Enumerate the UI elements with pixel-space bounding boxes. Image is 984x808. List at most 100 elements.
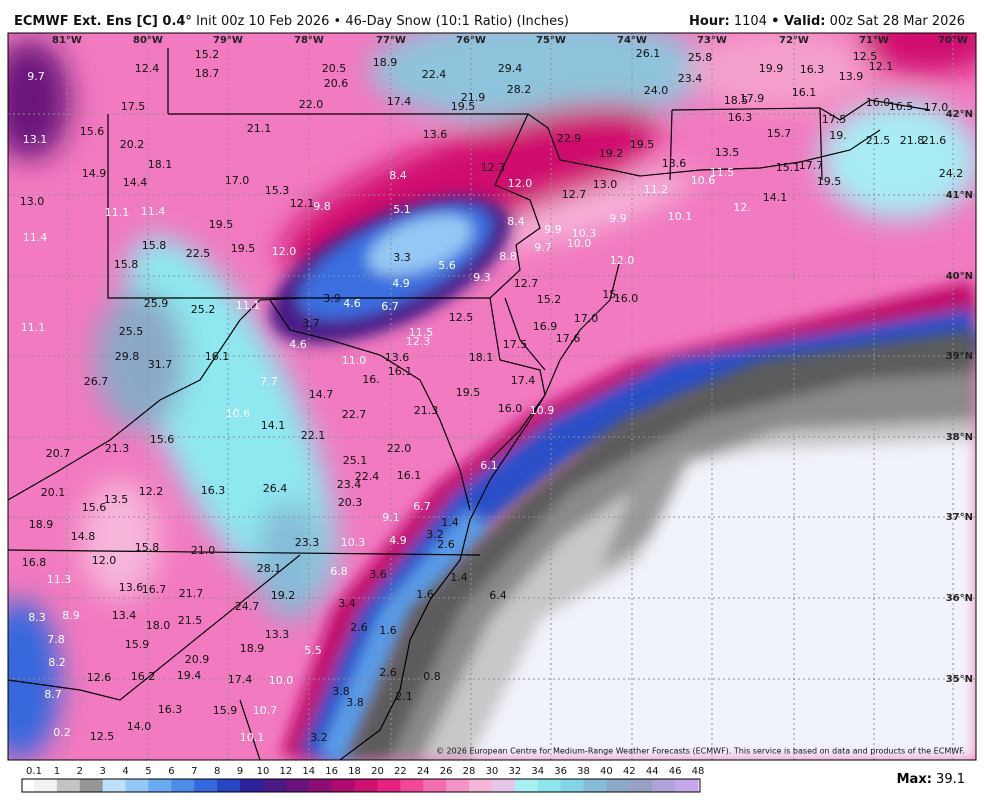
snow-total-label: 17.4 bbox=[228, 673, 253, 686]
snow-total-label: 9.7 bbox=[27, 70, 45, 83]
colorbar-tick-label: 30 bbox=[486, 766, 499, 777]
snow-total-label: 17.5 bbox=[822, 113, 847, 126]
info: Init 00z 10 Feb 2026 • 46-Day Snow (10:1… bbox=[196, 14, 569, 29]
max-value: 39.1 bbox=[936, 772, 965, 787]
latitude-label: 39°N bbox=[946, 351, 973, 362]
longitude-label: 80°W bbox=[133, 35, 163, 46]
colorbar-tick-label: 24 bbox=[417, 766, 430, 777]
snow-total-label: 20.7 bbox=[46, 447, 71, 460]
snow-total-label: 29.4 bbox=[498, 62, 523, 75]
snow-total-label: 14.9 bbox=[82, 167, 107, 180]
borders bbox=[8, 48, 931, 760]
snow-total-label: 12.5 bbox=[449, 311, 474, 324]
snow-total-label: 21.1 bbox=[247, 122, 272, 135]
latitude-label: 42°N bbox=[946, 109, 973, 120]
colorbar-tick-label: 16 bbox=[325, 766, 338, 777]
color-bin bbox=[148, 779, 172, 792]
snow-total-label: 10.3 bbox=[572, 227, 597, 240]
map bbox=[8, 33, 976, 760]
latitude-label: 37°N bbox=[946, 512, 973, 523]
colorbar-tick-label: 48 bbox=[692, 766, 705, 777]
color-bin bbox=[240, 779, 264, 792]
colorbar-tick-label: 18 bbox=[348, 766, 361, 777]
snow-total-label: 4.6 bbox=[343, 297, 361, 310]
colorbar-tick-label: 36 bbox=[554, 766, 567, 777]
snow-total-label: 12.1 bbox=[869, 60, 894, 73]
snow-total-label: 11.5 bbox=[710, 166, 735, 179]
snow-total-label: 12.0 bbox=[272, 245, 297, 258]
snow-total-label: 11.2 bbox=[644, 183, 669, 196]
snow-total-label: 16.1 bbox=[205, 350, 230, 363]
color-bin bbox=[308, 779, 333, 792]
color-bin bbox=[262, 779, 287, 792]
snow-total-label: 8.9 bbox=[62, 609, 80, 622]
color-bin bbox=[446, 779, 470, 792]
snow-total-label: 16.1 bbox=[388, 365, 413, 378]
snow-total-label: 19.4 bbox=[177, 669, 202, 682]
snow-total-label: 25.8 bbox=[688, 51, 713, 64]
color-bin bbox=[423, 779, 447, 792]
color-bin bbox=[491, 779, 516, 792]
color-bin bbox=[56, 779, 81, 792]
snow-total-label: 15.9 bbox=[125, 638, 150, 651]
colorbar-frame bbox=[21, 778, 701, 793]
snow-total-label: 15.7 bbox=[767, 127, 792, 140]
snow-total-label: 24.0 bbox=[644, 84, 669, 97]
snow-total-label: 14.7 bbox=[309, 388, 334, 401]
snow-total-label: 20.2 bbox=[120, 138, 145, 151]
snow-total-label: 11.3 bbox=[47, 573, 72, 586]
latitude-label: 35°N bbox=[946, 674, 973, 685]
snow-total-label: 15.8 bbox=[142, 239, 167, 252]
longitude-label: 77°W bbox=[376, 35, 406, 46]
color-bin bbox=[629, 779, 653, 792]
model: ECMWF Ext. Ens [C] 0.4° bbox=[14, 14, 192, 29]
colorbar-tick-label: 44 bbox=[646, 766, 659, 777]
snow-total-label: 9.8 bbox=[313, 200, 331, 213]
snow-total-label: 19.5 bbox=[231, 242, 256, 255]
longitude-label: 72°W bbox=[779, 35, 809, 46]
max-readout: Max: 39.1 bbox=[897, 772, 965, 787]
snow-total-label: 19.9 bbox=[759, 62, 784, 75]
snow-total-label: 13.6 bbox=[119, 581, 144, 594]
snow-total-label: 16.5 bbox=[889, 100, 914, 113]
copyright: © 2026 European Centre for Medium-Range … bbox=[436, 747, 965, 756]
color-bin bbox=[537, 779, 562, 792]
colorbar-tick-label: 0.1 bbox=[26, 766, 42, 777]
snow-total-label: 6.7 bbox=[381, 300, 399, 313]
snow-total-label: 12.6 bbox=[87, 671, 112, 684]
snow-total-label: 6.8 bbox=[330, 565, 348, 578]
snow-total-label: 17.5 bbox=[503, 338, 528, 351]
snow-total-label: 16.0 bbox=[614, 292, 639, 305]
hour-label: Hour: bbox=[689, 14, 730, 29]
snow-total-label: 16.8 bbox=[22, 556, 47, 569]
snow-total-label: 12.3 bbox=[406, 335, 431, 348]
snow-total-label: 2.1 bbox=[395, 690, 413, 703]
snow-total-label: 10.3 bbox=[341, 536, 366, 549]
snow-total-label: 26.7 bbox=[84, 375, 109, 388]
color-bin bbox=[217, 779, 241, 792]
longitude-label: 73°W bbox=[697, 35, 727, 46]
snow-total-label: 22.5 bbox=[186, 247, 211, 260]
snow-total-label: 3.4 bbox=[338, 597, 356, 610]
snow-total-label: 24.2 bbox=[939, 167, 964, 180]
color-bin bbox=[331, 779, 356, 792]
latitude-label: 38°N bbox=[946, 432, 973, 443]
snow-total-label: 5.6 bbox=[438, 259, 456, 272]
snow-total-label: 13.6 bbox=[662, 157, 687, 170]
snow-total-label: 31.7 bbox=[148, 358, 173, 371]
snow-total-label: 3.6 bbox=[369, 568, 387, 581]
snow-total-label: 23.4 bbox=[678, 72, 703, 85]
snow-total-label: 15.6 bbox=[82, 501, 107, 514]
snow-total-label: 13.1 bbox=[23, 133, 48, 146]
color-bin bbox=[125, 779, 149, 792]
snow-total-label: 8.2 bbox=[48, 656, 66, 669]
snow-total-label: 11.4 bbox=[23, 231, 48, 244]
snow-total-label: 22.1 bbox=[301, 429, 326, 442]
snow-total-label: 25.2 bbox=[191, 303, 216, 316]
colorbar-tick-label: 40 bbox=[600, 766, 613, 777]
snow-total-label: 20.3 bbox=[338, 496, 363, 509]
snow-total-label: 10.7 bbox=[253, 704, 278, 717]
snow-total-label: 22.4 bbox=[355, 470, 380, 483]
colorbar-tick-label: 7 bbox=[191, 766, 197, 777]
snow-total-label: 28.2 bbox=[507, 83, 532, 96]
